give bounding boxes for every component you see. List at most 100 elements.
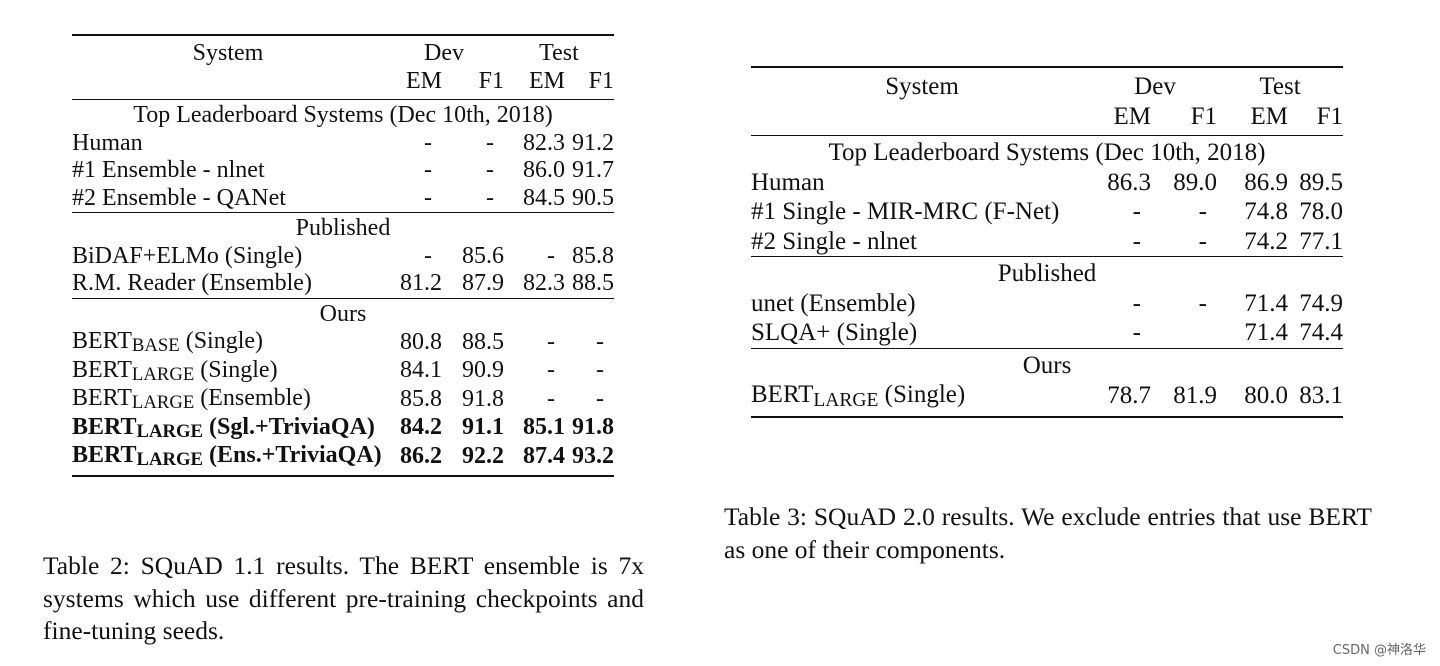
header-row-metrics: EM F1 EM F1: [751, 102, 1344, 136]
table-row: Human 86.3 89.0 86.9 89.5: [751, 168, 1343, 198]
test-f1-cell: 74.4: [1299, 319, 1343, 346]
test-em-cell: 86.0: [523, 157, 565, 183]
table-row: BERTLARGE (Sgl.+TriviaQA) 84.2 91.1 85.1 91.…: [72, 414, 614, 443]
system-name: #1 Single - MIR-MRC (F-Net): [751, 198, 1060, 225]
test-f1-cell: 74.9: [1299, 289, 1343, 317]
dev-em-cell: -: [1132, 198, 1141, 225]
table-row: #1 Single - MIR-MRC (F-Net) - - 74.8 78.0: [751, 197, 1343, 227]
system-name: BERT: [72, 442, 137, 468]
system-name: BERT: [72, 356, 132, 383]
system-name: Human: [72, 129, 143, 156]
dev-header: Dev: [1093, 66, 1217, 102]
test-f1-cell: -: [596, 385, 604, 412]
test-f1-header: F1: [588, 67, 614, 94]
dev-f1-cell: -: [486, 157, 494, 183]
test-em-cell: 82.3: [523, 270, 565, 296]
dev-em-header: EM: [1113, 102, 1152, 130]
system-variant: (Single): [878, 381, 966, 408]
dev-em-cell: 86.3: [1107, 168, 1151, 196]
system-variant: (Single): [179, 328, 264, 354]
dev-em-cell: -: [424, 184, 432, 211]
model-size-subscript: LARGE: [813, 389, 879, 411]
system-variant: (Ens.+TriviaQA): [203, 442, 382, 468]
test-em-cell: -: [547, 357, 555, 383]
dev-em-cell: -: [1132, 289, 1141, 317]
dev-f1-cell: 81.9: [1151, 380, 1217, 418]
dev-f1-cell: [1151, 318, 1217, 348]
dev-em-cell: -: [424, 242, 432, 269]
squad11-results-table: System Dev Test EM F1 EM F1 Top Leaderboard Sys…: [72, 34, 614, 477]
test-f1-cell: -: [596, 357, 604, 383]
system-name: BERT: [751, 381, 814, 408]
test-em-cell: 84.5: [523, 184, 565, 211]
section-header-row: Ours: [72, 297, 614, 328]
test-em-cell: 74.8: [1244, 198, 1288, 225]
dev-f1-cell: 91.1: [462, 414, 504, 440]
test-f1-cell: 83.1: [1288, 380, 1343, 418]
system-name: #2 Single - nlnet: [751, 227, 917, 255]
system-name-cell: Human: [72, 130, 384, 158]
test-f1-cell: 78.0: [1299, 198, 1343, 225]
test-em-cell: 85.1: [523, 414, 565, 440]
system-variant: (Single): [194, 356, 278, 383]
system-name: R.M. Reader (Ensemble): [72, 270, 312, 296]
system-name-cell: Human: [751, 168, 1093, 198]
test-em-cell: 74.2: [1244, 227, 1288, 255]
system-name-cell: #2 Single - nlnet: [751, 227, 1093, 257]
dev-f1-cell: -: [1198, 227, 1207, 255]
table-row: BERTLARGE (Ensemble) 85.8 91.8 - -: [72, 385, 614, 414]
model-size-subscript: LARGE: [131, 392, 195, 414]
table-row: BERTLARGE (Single) 78.7 81.9 80.0 83.1: [751, 380, 1343, 418]
dev-f1-cell: -: [1198, 289, 1207, 317]
model-size-subscript: LARGE: [131, 363, 195, 385]
dev-f1-cell: 92.2: [442, 442, 504, 477]
dev-em-cell: 80.8: [400, 328, 442, 355]
dev-f1-header: F1: [1190, 102, 1217, 130]
dev-f1-header: F1: [478, 67, 504, 94]
test-f1-cell: 77.1: [1299, 227, 1343, 255]
test-f1-header: F1: [1316, 102, 1343, 130]
dev-em-cell: -: [424, 129, 432, 156]
system-variant: (Ensemble): [194, 385, 311, 411]
system-header: System: [751, 66, 1093, 136]
test-f1-cell: 88.5: [572, 270, 614, 296]
test-em-cell: -: [547, 328, 555, 355]
dev-em-cell: 86.2: [384, 442, 442, 477]
table-row: #2 Ensemble - QANet - - 84.5 90.5: [72, 185, 614, 213]
header-row-groups: System Dev Test: [751, 66, 1343, 136]
test-header: Test: [1217, 66, 1343, 102]
table-row: SLQA+ (Single) - 71.4 74.4: [751, 318, 1343, 348]
section-title: Published: [751, 256, 1343, 289]
dev-f1-cell: 89.0: [1173, 168, 1217, 196]
system-name-cell: BERTLARGE (Sgl.+TriviaQA): [72, 414, 384, 443]
table-row: BERTBASE (Single) 80.8 88.5 - -: [72, 328, 614, 357]
test-em-cell: 82.3: [523, 129, 565, 156]
dev-em-cell: -: [1132, 319, 1141, 346]
system-name: #2 Ensemble - QANet: [72, 184, 286, 211]
system-name-cell: SLQA+ (Single): [751, 318, 1093, 348]
model-size-subscript: LARGE: [136, 449, 204, 471]
system-name-cell: unet (Ensemble): [751, 289, 1093, 319]
system-name: BERT: [72, 328, 132, 354]
test-em-cell: 86.9: [1244, 168, 1288, 196]
test-em-header: EM: [529, 67, 565, 94]
system-name-cell: BERTLARGE (Single): [72, 357, 384, 386]
dev-em-cell: -: [1132, 227, 1141, 255]
test-f1-cell: 93.2: [565, 442, 614, 477]
system-name-cell: #1 Single - MIR-MRC (F-Net): [751, 197, 1093, 227]
test-f1-cell: 85.8: [572, 242, 614, 269]
header-row-groups: System Dev Test: [72, 34, 614, 100]
system-name-cell: #1 Ensemble - nlnet: [72, 157, 384, 185]
section-title: Ours: [72, 297, 614, 328]
system-header: System: [72, 34, 384, 100]
dev-em-cell: -: [424, 157, 432, 183]
dev-f1-cell: 85.6: [462, 242, 504, 269]
system-name-cell: BERTLARGE (Single): [751, 380, 1093, 418]
test-em-cell: -: [547, 385, 555, 412]
dev-f1-cell: 91.8: [462, 385, 504, 412]
test-header: Test: [504, 34, 614, 68]
table-row: BERTLARGE (Ens.+TriviaQA) 86.2 92.2 87.4 93.…: [72, 442, 614, 477]
test-f1-cell: 90.5: [572, 184, 614, 211]
header-row-metrics: EM F1 EM F1: [72, 68, 614, 100]
dev-f1-cell: 90.9: [462, 357, 504, 383]
